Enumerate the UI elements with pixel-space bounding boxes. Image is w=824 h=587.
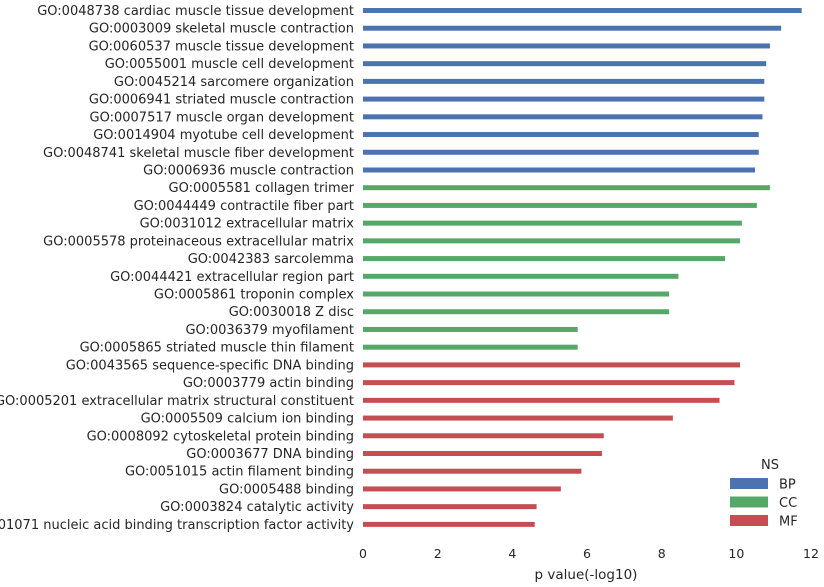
category-label: GO:0044449 contractile fiber part xyxy=(134,199,354,214)
category-label: GO:0008092 cytoskeletal protein binding xyxy=(87,429,354,444)
bar-mf xyxy=(363,486,561,492)
bar-bp xyxy=(363,96,765,102)
bar-cc xyxy=(363,273,679,279)
x-axis: 0 2 4 6 8 10 12 xyxy=(359,546,819,561)
category-label: GO:0005865 striated muscle thin filament xyxy=(80,341,354,356)
category-label: GO:0005581 collagen trimer xyxy=(169,181,355,196)
bar-bp xyxy=(363,25,782,31)
bar-mf xyxy=(363,415,673,421)
category-label: GO:0005509 calcium ion binding xyxy=(141,412,354,427)
bar-cc xyxy=(363,202,757,208)
category-label: GO:0003779 actin binding xyxy=(183,376,354,391)
bar-mf xyxy=(363,504,537,510)
legend: NS BP CC MF xyxy=(730,458,798,530)
category-label: GO:0051015 actin filament binding xyxy=(125,465,354,480)
x-tick-label: 6 xyxy=(583,546,591,561)
legend-label-cc: CC xyxy=(779,496,797,511)
category-label: GO:0003009 skeletal muscle contraction xyxy=(89,22,354,37)
bar-mf xyxy=(363,362,741,368)
bars-layer xyxy=(363,8,802,527)
category-label: GO:0048741 skeletal muscle fiber develop… xyxy=(43,146,354,161)
bar-cc xyxy=(363,309,670,315)
category-label: GO:0044421 extracellular region part xyxy=(110,270,354,285)
x-axis-label: p value(-log10) xyxy=(535,567,638,583)
bar-bp xyxy=(363,149,759,155)
bar-mf xyxy=(363,451,602,456)
bar-cc xyxy=(363,220,742,226)
category-label: GO:0045214 sarcomere organization xyxy=(114,75,354,90)
bar-bp xyxy=(363,132,759,138)
category-label: GO:0030018 Z disc xyxy=(229,305,354,320)
x-tick-label: 10 xyxy=(728,546,744,561)
category-label: GO:0006936 muscle contraction xyxy=(143,163,354,178)
bar-cc xyxy=(363,256,726,262)
category-label: GO:0003677 DNA binding xyxy=(186,447,354,462)
legend-swatch-bp xyxy=(730,478,768,489)
category-label: GO:0005201 extracellular matrix structur… xyxy=(0,394,354,409)
bar-bp xyxy=(363,43,770,49)
bar-cc xyxy=(363,326,578,332)
category-label: GO:0042383 sarcolemma xyxy=(188,252,354,267)
bar-mf xyxy=(363,397,720,403)
legend-entries: BP CC MF xyxy=(730,478,798,530)
bar-mf xyxy=(363,521,535,527)
category-label: GO:0005488 binding xyxy=(219,482,354,497)
x-tick-label: 4 xyxy=(508,546,516,561)
bar-mf xyxy=(363,433,604,439)
category-label: GO:0055001 muscle cell development xyxy=(105,57,354,72)
legend-swatch-cc xyxy=(730,496,768,508)
legend-swatch-mf xyxy=(730,515,768,526)
category-label: GO:0036379 myofilament xyxy=(185,323,354,338)
legend-label-mf: MF xyxy=(779,515,798,530)
x-tick-label: 8 xyxy=(658,546,666,561)
bar-bp xyxy=(363,114,763,120)
category-label: GO:0043565 sequence-specific DNA binding xyxy=(66,358,354,373)
category-label: GO:0005578 proteinaceous extracellular m… xyxy=(43,234,354,249)
category-labels: GO:0048738 cardiac muscle tissue develop… xyxy=(0,4,355,533)
x-tick-label: 2 xyxy=(434,546,442,561)
bar-cc xyxy=(363,238,741,244)
category-label: GO:0031012 extracellular matrix xyxy=(140,217,355,232)
bar-bp xyxy=(363,8,802,13)
category-label: GO:0007517 muscle organ development xyxy=(90,110,354,125)
legend-label-bp: BP xyxy=(779,478,796,493)
bar-mf xyxy=(363,380,735,386)
bar-bp xyxy=(363,167,755,173)
category-label: GO:0006941 striated muscle contraction xyxy=(89,93,354,108)
bar-cc xyxy=(363,185,770,191)
bar-cc xyxy=(363,344,578,350)
bar-bp xyxy=(363,78,765,84)
bar-mf xyxy=(363,468,582,474)
x-tick-label: 12 xyxy=(803,546,819,561)
bar-bp xyxy=(363,61,767,67)
legend-title: NS xyxy=(761,458,779,473)
category-label: GO:0003824 catalytic activity xyxy=(160,500,354,515)
category-label: GO:0060537 muscle tissue development xyxy=(89,39,354,54)
category-label: GO:0001071 nucleic acid binding transcri… xyxy=(0,518,354,533)
bar-cc xyxy=(363,291,670,297)
x-tick-label: 0 xyxy=(359,546,367,561)
category-label: GO:0005861 troponin complex xyxy=(154,288,354,303)
category-label: GO:0014904 myotube cell development xyxy=(93,128,354,143)
category-label: GO:0048738 cardiac muscle tissue develop… xyxy=(37,4,354,19)
